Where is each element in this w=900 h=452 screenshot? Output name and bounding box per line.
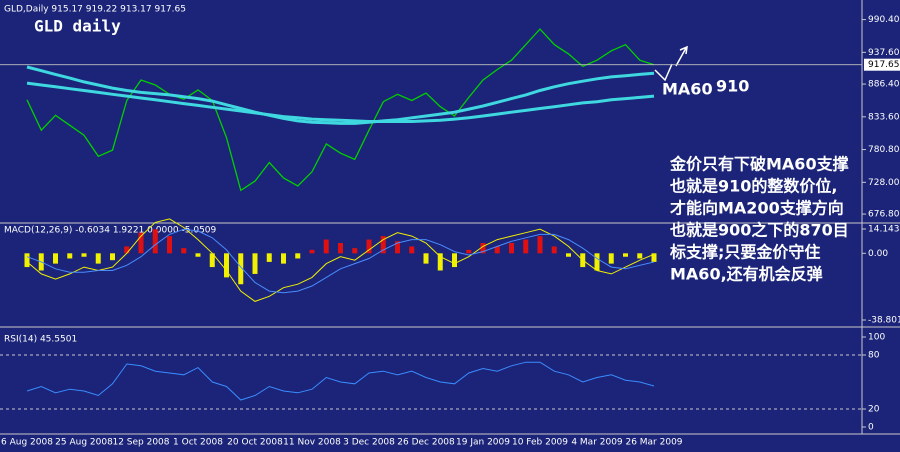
series-line (26, 228, 655, 294)
y-tick-label: 14.1437 (868, 225, 900, 235)
histogram-bar (181, 248, 187, 254)
histogram-bar (195, 253, 201, 257)
annotation: MA60 (662, 80, 713, 99)
histogram-bar (480, 242, 486, 254)
histogram-bar (651, 253, 657, 262)
series-line (26, 81, 655, 123)
y-tick-label: 990.40 (868, 15, 900, 25)
histogram-bar (437, 253, 443, 271)
x-tick-label: 26 Dec 2008 (397, 438, 455, 448)
histogram-bar (309, 249, 315, 254)
y-tick-label: 0 (868, 423, 874, 433)
series-line (26, 28, 655, 192)
histogram-bar (167, 236, 172, 254)
histogram-bar (138, 232, 144, 254)
histogram-bar (608, 253, 614, 264)
y-tick-label: 80 (868, 351, 880, 361)
histogram-bar (423, 253, 429, 264)
histogram-bar (395, 241, 400, 254)
histogram-bar (295, 253, 301, 259)
series-line (26, 361, 655, 401)
x-tick-label: 19 Jan 2009 (456, 438, 510, 448)
annotation: MA60,还有机会反弹 (670, 265, 823, 284)
histogram-bar (338, 242, 343, 254)
x-tick-label: 10 Feb 2009 (512, 438, 568, 448)
histogram-bar (566, 253, 571, 257)
histogram-bar (537, 236, 543, 254)
histogram-bar (466, 249, 472, 254)
x-tick-label: 4 Mar 2009 (571, 438, 623, 448)
histogram-bar (81, 253, 87, 257)
histogram-bar (352, 248, 358, 254)
histogram-bar (252, 253, 258, 274)
x-tick-label: 25 Aug 2008 (55, 438, 113, 448)
histogram-bar (67, 253, 73, 259)
histogram-bar (224, 253, 229, 278)
histogram-bar (380, 236, 386, 254)
y-tick-label: 886.40 (868, 80, 900, 90)
histogram-bar (152, 229, 158, 254)
panel-title: RSI(14) 45.5501 (4, 335, 77, 345)
histogram-bar (452, 253, 457, 268)
histogram-bar (53, 253, 58, 264)
histogram-bar (409, 246, 415, 254)
histogram-bar (509, 242, 514, 254)
annotation: 才能向MA200支撑方向 (670, 199, 844, 218)
y-tick-label: 833.60 (868, 112, 900, 122)
arrow (654, 45, 688, 82)
y-tick-label: 676.80 (868, 210, 900, 220)
panel-title: MACD(12,26,9) -0.6034 1.9221 0.0000 -5.0… (4, 226, 217, 236)
histogram-bar (238, 253, 244, 285)
last-price-label: 917.65 (868, 60, 900, 70)
y-tick-label: -38.8013 (868, 316, 900, 326)
histogram-bar (95, 253, 101, 264)
histogram-bar (209, 253, 215, 268)
series-line (26, 218, 655, 302)
y-tick-label: 728.00 (868, 178, 900, 188)
y-tick-label: 0.00 (868, 249, 888, 259)
histogram-bar (281, 253, 286, 264)
annotation: 也就是900之下的870目 (670, 221, 849, 240)
x-tick-label: 12 Sep 2008 (112, 438, 169, 448)
histogram-bar (523, 239, 529, 254)
x-tick-label: 3 Dec 2008 (343, 438, 395, 448)
chart-title: GLD daily (34, 17, 121, 36)
histogram-bar (110, 253, 115, 261)
y-tick-label: 20 (868, 405, 880, 415)
histogram-bar (637, 253, 643, 259)
histogram-bar (623, 253, 628, 257)
histogram-bar (551, 246, 557, 254)
histogram-bar (323, 239, 329, 254)
header: GLD,Daily 915.17 919.22 913.17 917.65 (4, 5, 186, 15)
x-tick-label: 6 Aug 2008 (1, 438, 53, 448)
histogram-bar (124, 246, 130, 254)
x-tick-label: 11 Nov 2008 (283, 438, 341, 448)
histogram-bar (266, 253, 272, 262)
y-tick-label: 100 (868, 333, 885, 343)
y-tick-label: 780.80 (868, 145, 900, 155)
x-tick-label: 20 Oct 2008 (227, 438, 283, 448)
annotation: 910 (716, 77, 749, 96)
last-price-box (864, 58, 900, 71)
y-tick-label: 937.60 (868, 48, 900, 58)
histogram-bar (494, 246, 500, 254)
x-tick-label: 26 Mar 2009 (625, 438, 682, 448)
series-line (26, 65, 655, 125)
annotation: 标支撑;只要金价守住 (669, 243, 820, 262)
histogram-bar (366, 239, 372, 254)
annotation: 金价只有下破MA60支撑 (669, 155, 849, 174)
histogram-bar (24, 253, 30, 268)
histogram-bar (594, 253, 600, 271)
x-tick-label: 1 Oct 2008 (173, 438, 223, 448)
annotation: 也就是910的整数价位, (670, 177, 837, 196)
